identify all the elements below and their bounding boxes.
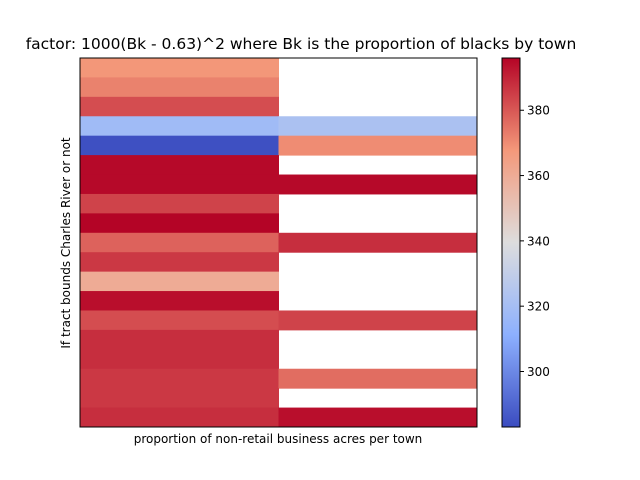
- chart-title: factor: 1000(Bk - 0.63)^2 where Bk is th…: [26, 35, 577, 53]
- colorbar-ticks: 300 320 340 360 380: [520, 104, 550, 379]
- heatmap-cell: [80, 155, 279, 176]
- heatmap-cell: [80, 96, 279, 117]
- plot-frame: [79, 57, 478, 428]
- heatmap-cell: [80, 58, 279, 78]
- colorbar-tick-label: 300: [527, 365, 550, 379]
- colorbar-tick-label: 320: [527, 300, 550, 314]
- heatmap-cell: [80, 116, 279, 137]
- heatmap-cell: [278, 310, 478, 331]
- heatmap-cell: [278, 368, 478, 389]
- heatmap-cell: [278, 407, 478, 428]
- heatmap-cell: [80, 349, 279, 370]
- heatmap-cell: [80, 232, 279, 253]
- heatmap-cell: [278, 116, 478, 137]
- heatmap-cell: [278, 174, 478, 195]
- heatmap-cell: [80, 310, 279, 331]
- colorbar-tick-label: 380: [527, 104, 550, 118]
- colorbar-tick-label: 360: [527, 169, 550, 183]
- heatmap-cell: [80, 252, 279, 273]
- heatmap-cell: [80, 388, 279, 409]
- heatmap-cell: [80, 213, 279, 234]
- heatmap-cell: [80, 329, 279, 350]
- heatmap-cell: [80, 135, 279, 156]
- heatmap-cell: [278, 135, 478, 156]
- heatmap-cell: [80, 271, 279, 292]
- heatmap-cell: [80, 193, 279, 214]
- heatmap-cell: [278, 232, 478, 253]
- colorbar: [501, 57, 521, 428]
- y-axis-label: If tract bounds Charles River or not: [59, 137, 73, 349]
- heatmap-cell: [80, 291, 279, 311]
- colorbar-tick-label: 340: [527, 234, 550, 248]
- heatmap-cell: [80, 407, 279, 428]
- x-axis-label: proportion of non-retail business acres …: [134, 432, 423, 446]
- heatmap-cell: [80, 77, 279, 98]
- heatmap-cell: [80, 368, 279, 389]
- heatmap-cells: [80, 58, 478, 428]
- heatmap-cell: [80, 174, 279, 195]
